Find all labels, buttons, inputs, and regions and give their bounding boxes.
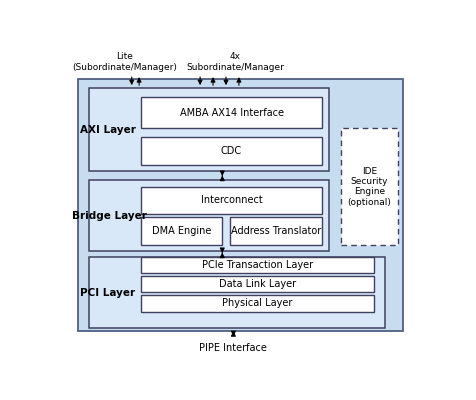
Bar <box>141 256 373 273</box>
Bar <box>340 128 397 245</box>
Bar <box>141 218 222 245</box>
Bar <box>141 276 373 292</box>
Bar <box>141 97 321 128</box>
Text: Bridge Layer: Bridge Layer <box>72 211 147 221</box>
Text: PCIe Transaction Layer: PCIe Transaction Layer <box>201 260 312 270</box>
Bar <box>141 186 321 214</box>
Text: AMBA AX14 Interface: AMBA AX14 Interface <box>179 108 283 118</box>
Text: CDC: CDC <box>220 146 242 156</box>
Bar <box>229 218 321 245</box>
Bar <box>89 88 329 171</box>
Text: Lite
(Subordinate/Manager): Lite (Subordinate/Manager) <box>72 52 177 72</box>
Bar <box>141 137 321 165</box>
Text: AXI Layer: AXI Layer <box>79 125 135 135</box>
Text: Address Translator: Address Translator <box>230 226 320 236</box>
Text: PIPE Interface: PIPE Interface <box>199 343 267 353</box>
Text: Data Link Layer: Data Link Layer <box>218 279 295 289</box>
Bar <box>78 79 403 331</box>
Bar <box>89 180 329 251</box>
Bar <box>89 258 384 328</box>
Text: PCI Layer: PCI Layer <box>80 288 135 298</box>
Bar <box>141 295 373 312</box>
Text: Interconnect: Interconnect <box>200 196 262 206</box>
Text: Physical Layer: Physical Layer <box>222 298 292 308</box>
Text: 4x
Subordinate/Manager: 4x Subordinate/Manager <box>186 52 284 72</box>
Text: DMA Engine: DMA Engine <box>152 226 211 236</box>
Text: IDE
Security
Engine
(optional): IDE Security Engine (optional) <box>347 166 390 207</box>
